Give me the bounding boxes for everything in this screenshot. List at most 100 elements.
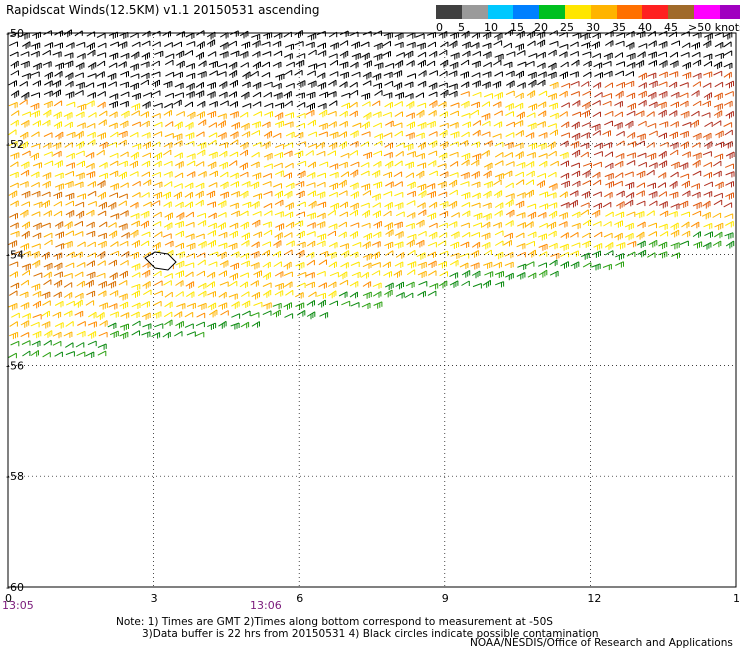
wind-barb <box>715 141 724 146</box>
wind-barb <box>692 59 701 65</box>
wind-barb <box>349 110 358 117</box>
wind-barb <box>241 131 250 137</box>
wind-barb <box>284 249 293 256</box>
wind-barb <box>10 161 19 168</box>
wind-barb <box>108 81 117 87</box>
wind-barb <box>327 230 336 236</box>
wind-barb <box>702 151 712 156</box>
wind-barb <box>416 42 426 47</box>
wind-barb <box>438 232 447 238</box>
wind-barb <box>692 231 701 238</box>
wind-barb <box>582 71 592 78</box>
wind-barb <box>549 270 559 276</box>
wind-barb <box>185 211 194 218</box>
wind-barb <box>97 250 106 257</box>
wind-barb <box>53 291 62 297</box>
wind-barb <box>450 231 460 237</box>
wind-barb <box>494 160 504 166</box>
wind-barb <box>66 131 76 136</box>
wind-barb <box>285 182 295 188</box>
wind-speed-legend: 0 5 10 15 20 25 30 35 40 45 >50 knots <box>436 5 740 35</box>
wind-barb <box>306 172 316 178</box>
wind-barb <box>614 111 623 117</box>
wind-barb <box>394 130 403 137</box>
wind-barb <box>118 171 127 178</box>
wind-barb <box>525 221 534 228</box>
wind-barb <box>307 131 317 136</box>
wind-barb <box>604 82 613 88</box>
legend-label: 45 <box>664 21 678 34</box>
wind-barb <box>307 161 316 168</box>
wind-barb <box>175 242 184 248</box>
wind-barb <box>525 189 534 196</box>
wind-barb <box>572 99 581 106</box>
wind-barb <box>195 131 205 137</box>
wind-barb <box>404 143 414 148</box>
wind-barb <box>703 60 712 67</box>
wind-barb <box>472 91 482 97</box>
wind-barb <box>186 72 195 77</box>
wind-barb <box>569 50 579 56</box>
wind-barb <box>669 71 678 76</box>
wind-barb <box>142 201 152 207</box>
wind-barb <box>52 51 62 56</box>
wind-barb <box>274 271 284 277</box>
wind-barb <box>503 170 513 176</box>
wind-barb <box>274 211 284 216</box>
wind-barb <box>184 191 193 198</box>
wind-barb <box>241 81 251 87</box>
wind-barb <box>175 280 184 286</box>
wind-barb <box>208 261 217 266</box>
legend-color-bar <box>436 5 740 19</box>
wind-barb <box>471 72 481 78</box>
wind-barb <box>350 222 359 227</box>
wind-barb <box>626 61 636 67</box>
wind-barb <box>251 33 260 38</box>
wind-barb <box>361 222 371 227</box>
wind-barb <box>121 232 130 238</box>
wind-barb <box>109 152 119 158</box>
wind-barb <box>142 251 151 258</box>
wind-barb <box>670 91 680 97</box>
wind-barb <box>228 69 237 76</box>
wind-barb <box>109 192 118 197</box>
wind-barb <box>43 90 53 96</box>
wind-barb <box>449 141 459 146</box>
wind-barb <box>415 92 424 98</box>
map-title: Rapidscat Winds(12.5KM) v1.1 20150531 as… <box>6 3 320 17</box>
wind-barb <box>44 80 53 86</box>
wind-barb <box>261 121 271 127</box>
wind-barb <box>184 101 193 108</box>
wind-barb <box>472 222 482 227</box>
wind-barb <box>140 220 149 227</box>
wind-barb <box>317 102 327 108</box>
wind-barb <box>360 271 369 278</box>
wind-barb <box>120 52 130 58</box>
wind-barb <box>283 271 293 276</box>
wind-barb <box>98 221 107 228</box>
wind-barb <box>670 121 679 127</box>
wind-barb <box>164 59 174 66</box>
wind-barb <box>240 62 249 68</box>
wind-barb <box>449 160 458 167</box>
wind-barb <box>669 149 678 156</box>
wind-barb <box>21 111 31 116</box>
wind-barb <box>284 43 294 48</box>
wind-barb <box>647 152 656 158</box>
wind-barb <box>217 113 227 118</box>
wind-barb <box>712 212 721 218</box>
wind-barb <box>582 219 591 226</box>
wind-barb <box>218 91 228 97</box>
wind-barb <box>637 152 647 157</box>
wind-barb <box>516 192 526 197</box>
wind-barb <box>648 162 658 168</box>
wind-barb <box>448 83 458 88</box>
wind-barb <box>108 222 117 228</box>
wind-barb <box>384 222 393 228</box>
wind-barb <box>328 79 337 86</box>
wind-barb <box>195 51 204 58</box>
wind-barb <box>262 241 271 246</box>
wind-barb <box>580 202 590 207</box>
wind-barb <box>328 261 337 268</box>
wind-barb <box>614 160 624 166</box>
